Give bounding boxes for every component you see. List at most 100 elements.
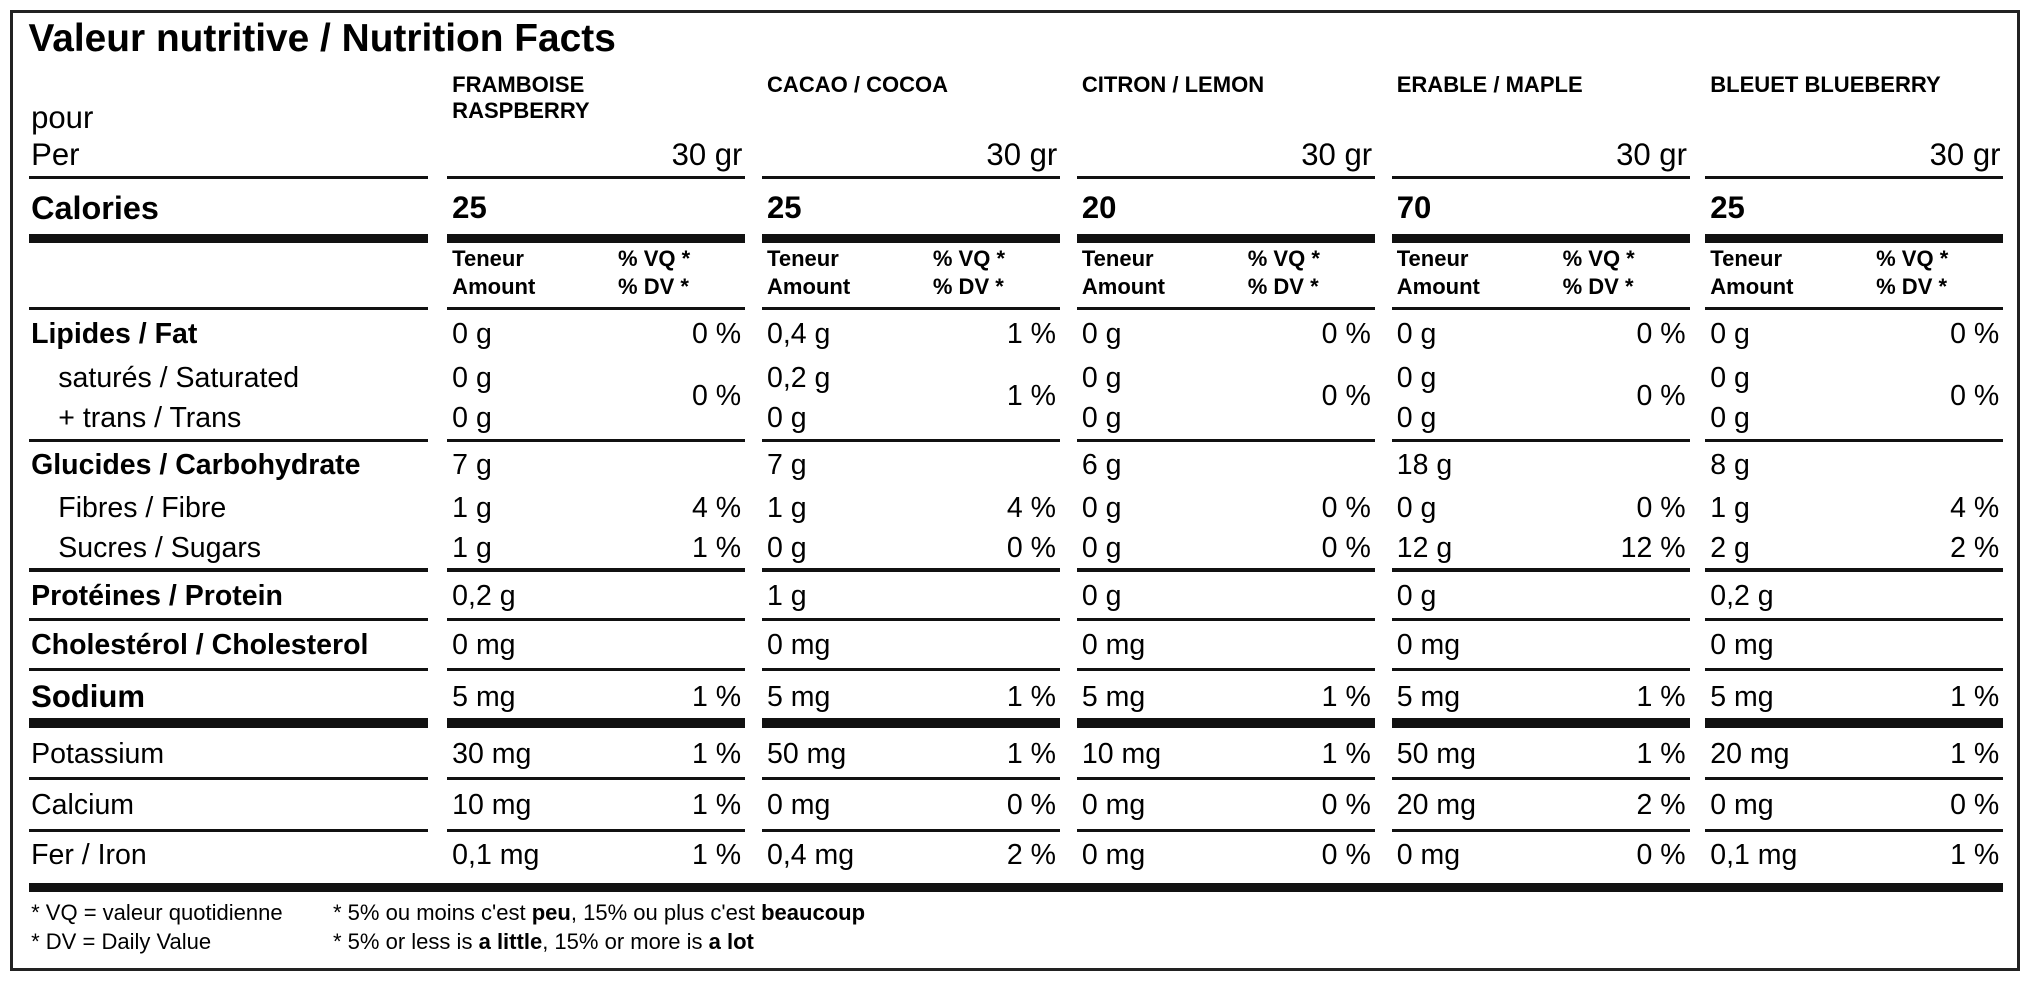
rule <box>447 617 745 621</box>
rule <box>1705 718 2004 728</box>
footnote-text: , 15% or more is <box>542 928 709 954</box>
footnote-text: , 15% ou plus c'est <box>570 900 762 926</box>
calories: 25 <box>767 189 802 225</box>
daily-value: 0 % <box>1950 318 2000 351</box>
amount: 0 g <box>1081 579 1122 612</box>
footnote-emphasis: a little <box>478 928 543 954</box>
rule <box>447 668 745 672</box>
daily-value: 1 % <box>691 531 742 564</box>
rule <box>28 777 428 781</box>
row-label: Cholestérol / Cholesterol <box>31 629 369 662</box>
daily-value: 12 % <box>1620 531 1686 564</box>
daily-value: 0 % <box>1321 491 1371 524</box>
amount: 0 g <box>1396 491 1437 524</box>
daily-value: 1 % <box>1006 318 1056 351</box>
daily-value: 1 % <box>1636 737 1686 770</box>
rule <box>447 233 745 243</box>
rule <box>1391 828 1690 833</box>
amount: 0 g <box>1396 362 1437 395</box>
rule <box>28 233 428 243</box>
row-label: saturés / Saturated <box>58 362 300 395</box>
daily-value: 4 % <box>691 491 742 524</box>
rule <box>1076 233 1375 243</box>
rule <box>447 718 745 728</box>
column-name: BLEUET BLUEBERRY <box>1710 72 1941 98</box>
calories: 70 <box>1396 189 1432 225</box>
rule <box>761 438 1060 443</box>
row-label: Calcium <box>31 788 135 821</box>
rule <box>447 828 745 833</box>
rule <box>1391 306 1690 310</box>
amount: 20 mg <box>1710 737 1790 770</box>
footnote-emphasis: peu <box>531 900 571 926</box>
rule <box>761 617 1060 621</box>
amount: 0 g <box>1081 318 1122 351</box>
dv-header: % DV * <box>1247 274 1319 300</box>
amount: 0,2 g <box>767 362 831 395</box>
amount: 0 g <box>767 402 807 435</box>
rule <box>761 718 1060 728</box>
rule <box>447 176 745 179</box>
footnote-emphasis: a lot <box>708 928 754 954</box>
amount: 0,1 mg <box>452 839 540 872</box>
daily-value: 4 % <box>1950 491 2000 524</box>
daily-value: 1 % <box>1636 680 1686 713</box>
amount-header: Teneur <box>767 245 839 271</box>
dv-header: % VQ * <box>1562 245 1635 271</box>
daily-value: 1 % <box>691 788 742 821</box>
amount: 0 g <box>1396 318 1437 351</box>
dv-header: % VQ * <box>618 245 691 271</box>
daily-value: 0 % <box>1636 839 1686 872</box>
rule <box>1076 668 1375 672</box>
daily-value: 2 % <box>1950 531 2000 564</box>
amount: 5 mg <box>1710 680 1774 713</box>
daily-value: 0 % <box>1321 531 1371 564</box>
amount-header: Teneur <box>452 245 524 271</box>
rule <box>1391 617 1690 621</box>
rule <box>1705 568 2004 572</box>
rule <box>761 668 1060 672</box>
daily-value: 0 % <box>691 380 742 413</box>
amount: 0 g <box>1710 362 1750 395</box>
dv-header: % DV * <box>1562 274 1634 300</box>
amount-header: Amount <box>1710 274 1794 300</box>
rule <box>1076 568 1375 572</box>
amount: 0 mg <box>1396 839 1461 872</box>
amount: 0 g <box>452 402 492 435</box>
daily-value: 1 % <box>1950 737 2000 770</box>
rule <box>1705 828 2004 833</box>
amount: 5 mg <box>1396 680 1461 713</box>
daily-value: 0 % <box>1321 380 1371 413</box>
daily-value: 0 % <box>1321 788 1371 821</box>
rule <box>761 828 1060 833</box>
amount: 0 g <box>452 318 492 351</box>
daily-value: 2 % <box>1006 839 1056 872</box>
daily-value: 0 % <box>1006 788 1056 821</box>
row-label: Sodium <box>31 679 146 715</box>
footnote: * 5% or less is a little, 15% or more is… <box>333 929 754 955</box>
amount: 20 mg <box>1396 788 1476 821</box>
amount: 1 g <box>452 531 492 564</box>
amount: 1 g <box>452 491 492 524</box>
frame <box>10 10 2020 971</box>
amount: 50 mg <box>767 737 847 770</box>
daily-value: 1 % <box>1006 680 1056 713</box>
daily-value: 0 % <box>1636 318 1686 351</box>
amount: 0 mg <box>767 629 831 662</box>
rule <box>447 568 745 572</box>
daily-value: 1 % <box>691 680 742 713</box>
amount: 0 g <box>1396 402 1437 435</box>
serving-size: 30 gr <box>986 136 1058 172</box>
daily-value: 1 % <box>1950 839 2000 872</box>
amount: 1 g <box>767 579 807 612</box>
rule <box>28 176 428 179</box>
rule <box>1391 668 1690 672</box>
rule <box>1076 617 1375 621</box>
amount: 5 mg <box>767 680 831 713</box>
rule <box>28 668 428 672</box>
amount: 0 mg <box>1081 788 1146 821</box>
amount: 0 mg <box>452 629 516 662</box>
amount: 0 mg <box>1710 629 1774 662</box>
amount: 0,1 mg <box>1710 839 1798 872</box>
rule <box>761 233 1060 243</box>
